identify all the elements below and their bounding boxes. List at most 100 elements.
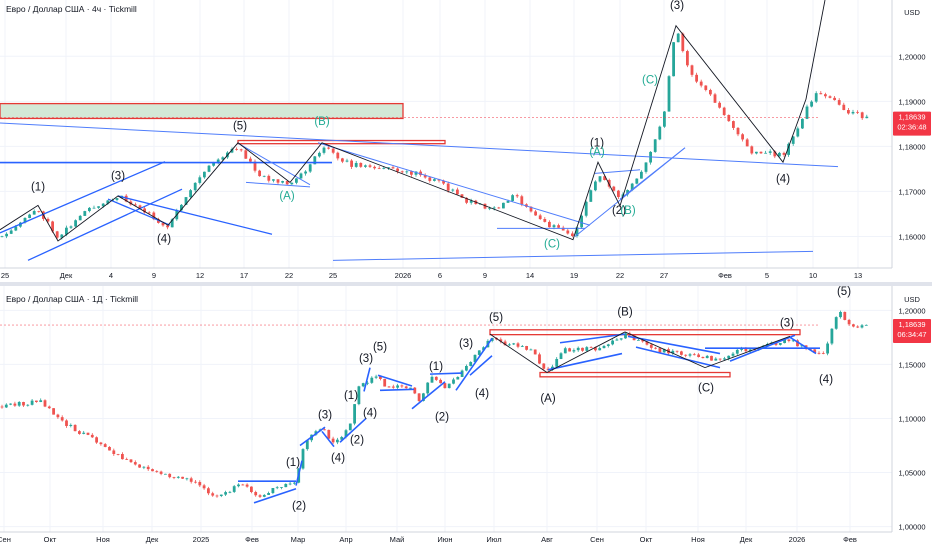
candle-body [46, 218, 50, 222]
candle-body [847, 319, 851, 325]
wave-label: (4) [157, 233, 171, 245]
time-tick-label: Мар [291, 535, 306, 544]
candle-body [280, 487, 283, 488]
candle-body [299, 173, 303, 179]
candle-body [202, 485, 206, 489]
candle-body [250, 486, 253, 493]
annotation-line [429, 372, 463, 375]
candle-body [414, 171, 418, 175]
candle-body [692, 354, 696, 356]
time-tick-label: 6 [438, 271, 442, 280]
candle-body [834, 317, 838, 329]
candle-body [732, 121, 735, 128]
candle-body [824, 94, 827, 97]
candle-body [83, 211, 87, 216]
candle-body [290, 182, 294, 185]
candle-body [216, 159, 220, 163]
candle-body [189, 478, 193, 482]
chart-title-4h: Евро / Доллар США · 4ч · Tickmill [6, 4, 137, 14]
candle-body [267, 493, 270, 495]
annotation-line [559, 333, 626, 344]
candle-body [193, 182, 197, 191]
candle-body [709, 89, 712, 95]
candle-body [405, 171, 409, 173]
price-tick-label: 1,20000 [898, 52, 925, 61]
time-tick-label: 9 [483, 271, 487, 280]
candle-body [641, 339, 645, 342]
candle-body [589, 190, 593, 202]
candle-body [589, 347, 593, 348]
candle-body [35, 400, 38, 403]
candle-body [133, 462, 137, 465]
wave-label: (2) [612, 205, 626, 217]
wave-label: (3) [670, 0, 684, 12]
price-tick-label: 1,19000 [898, 97, 925, 106]
plot-area-1d[interactable] [0, 286, 892, 532]
candle-body [78, 431, 81, 434]
candle-body [819, 93, 823, 95]
candle-body [241, 484, 245, 486]
candle-body [271, 488, 275, 494]
time-axis-1d[interactable] [0, 532, 932, 550]
currency-label-1d: USD [904, 295, 920, 304]
candle-body [423, 175, 427, 178]
candle-body [473, 354, 477, 363]
annotation-line [377, 374, 413, 387]
candle-body [603, 176, 606, 180]
candle-body [219, 494, 223, 496]
candles-1d [0, 310, 868, 499]
candle-body [837, 100, 841, 105]
candle-body [434, 376, 438, 380]
candle-body [0, 236, 4, 238]
price-tick-label: 1,17000 [898, 187, 925, 196]
candle-body [759, 151, 763, 154]
candle-body [69, 424, 73, 426]
annotation-line [332, 250, 814, 261]
candle-body [512, 343, 516, 345]
candle-body [207, 488, 210, 494]
candle-body [750, 146, 754, 154]
annotation-line [455, 337, 493, 391]
candle-body [801, 118, 804, 129]
candle-body [860, 112, 864, 119]
candle-body [340, 437, 344, 440]
candle-body [658, 348, 662, 353]
candle-body [74, 220, 77, 227]
candle-body [688, 354, 692, 356]
candle-body [810, 101, 813, 107]
candle-body [497, 207, 501, 209]
candle-body [529, 349, 533, 351]
candle-body [782, 152, 786, 155]
time-tick-label: Апр [339, 535, 352, 544]
candle-body [602, 346, 606, 349]
candle-body [439, 379, 442, 384]
candle-body [305, 440, 309, 450]
candle-body [323, 429, 326, 431]
time-tick-label: 2026 [789, 535, 806, 544]
candle-body [258, 170, 261, 177]
candle-body [843, 311, 847, 320]
candle-body [456, 376, 460, 380]
candle-body [396, 168, 399, 172]
candle-body [534, 211, 537, 216]
plot-area-4h[interactable] [0, 0, 892, 268]
candle-body [727, 114, 731, 122]
candle-body [368, 165, 372, 167]
candle-body [396, 385, 399, 388]
time-axis-4h[interactable] [0, 268, 932, 282]
candle-body [281, 181, 284, 183]
annotation-line [321, 430, 335, 448]
candle-body [184, 197, 188, 205]
panel-1d[interactable]: (1) (2) (3) (4) (1) (2) (3) (4) (5) (1) (2) (3) (4) (… [0, 286, 932, 550]
candle-body [387, 386, 391, 388]
candle-body [422, 393, 425, 401]
candle-body [559, 353, 563, 359]
candle-body [718, 102, 721, 108]
time-tick-label: 22 [616, 271, 624, 280]
candle-body [32, 211, 36, 215]
candle-body [410, 171, 413, 175]
panel-4h[interactable]: (1)(3)(4)(5)(A)(B)(1)(A)(2)(B)(C)(C)(3)(… [0, 0, 932, 282]
pane-separator[interactable] [0, 282, 932, 286]
candle-body [88, 207, 91, 212]
candle-body [164, 473, 167, 475]
